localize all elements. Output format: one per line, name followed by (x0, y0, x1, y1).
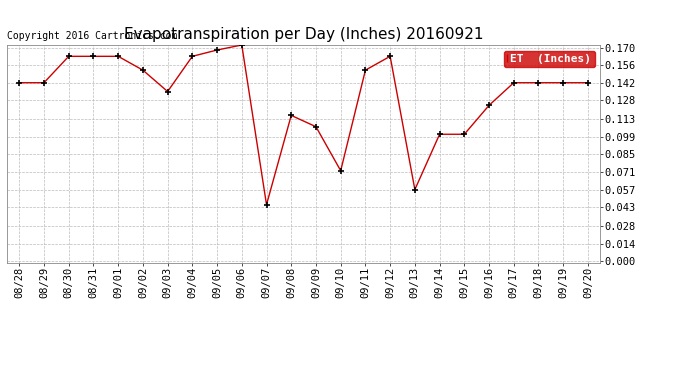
Title: Evapotranspiration per Day (Inches) 20160921: Evapotranspiration per Day (Inches) 2016… (124, 27, 484, 42)
Legend: ET  (Inches): ET (Inches) (504, 51, 595, 67)
Text: Copyright 2016 Cartronics.com: Copyright 2016 Cartronics.com (7, 31, 177, 40)
